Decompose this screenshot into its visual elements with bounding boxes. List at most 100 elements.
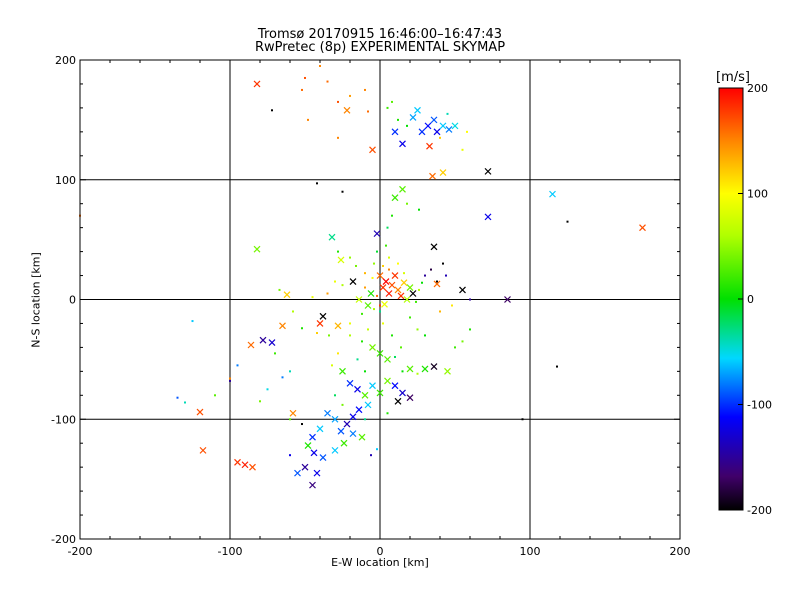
- chart-title: Tromsø 20170915 16:46:00–16:47:43: [257, 27, 503, 42]
- data-point-x: [421, 365, 429, 373]
- data-point-x: [316, 320, 324, 327]
- data-point-dot: [466, 130, 468, 133]
- data-point-x: [316, 425, 324, 433]
- data-point-dot: [469, 298, 471, 301]
- data-point-dot: [391, 214, 393, 217]
- data-point-x: [376, 349, 384, 357]
- data-point-x: [451, 122, 459, 130]
- data-point-dot: [337, 352, 339, 355]
- data-point-dot: [274, 352, 276, 355]
- data-point-x: [384, 355, 391, 363]
- data-point-x: [399, 140, 406, 148]
- data-point-x: [324, 409, 331, 417]
- data-point-dot: [386, 226, 389, 229]
- data-point-x: [339, 367, 346, 375]
- data-point-dot: [326, 80, 329, 83]
- data-point-x: [310, 449, 318, 457]
- data-point-dot: [556, 365, 558, 368]
- data-point-dot: [316, 182, 318, 185]
- data-point-dot: [386, 412, 389, 415]
- data-point-x: [259, 336, 267, 344]
- grid: [80, 60, 680, 539]
- data-point-dot: [304, 76, 306, 79]
- data-point-x: [253, 245, 261, 253]
- data-point-dot: [271, 109, 273, 112]
- data-point-x: [331, 415, 339, 423]
- data-point-x: [418, 128, 426, 136]
- data-point-dot: [337, 100, 339, 103]
- x-tick-label: 100: [520, 545, 541, 558]
- data-point-x: [279, 322, 286, 330]
- data-point-dot: [371, 276, 374, 279]
- colorbar-unit-label: [m/s]: [716, 70, 750, 85]
- data-point-dot: [376, 250, 378, 253]
- data-point-dot: [373, 308, 375, 311]
- data-point-x: [424, 122, 432, 130]
- data-point-dot: [469, 328, 471, 331]
- data-point-dot: [373, 262, 375, 265]
- data-point-x: [304, 442, 312, 450]
- data-point-dot: [349, 94, 351, 97]
- data-point-dot: [364, 418, 366, 421]
- data-point-dot: [388, 256, 390, 259]
- scatter-points: [79, 64, 646, 489]
- data-point-dot: [341, 403, 344, 406]
- data-point-dot: [367, 110, 369, 113]
- data-point-x: [388, 281, 396, 289]
- data-point-dot: [289, 370, 291, 373]
- data-point-dot: [301, 423, 303, 426]
- data-point-dot: [421, 281, 423, 284]
- data-point-x: [394, 397, 402, 405]
- data-point-x: [439, 169, 447, 176]
- data-point-dot: [439, 310, 441, 313]
- data-point-x: [355, 406, 363, 414]
- data-point-x: [391, 194, 399, 202]
- data-point-x: [361, 391, 369, 399]
- data-point-x: [289, 409, 297, 417]
- data-point-x: [484, 213, 492, 221]
- chart-subtitle: RwPretec (8p) EXPERIMENTAL SKYMAP: [254, 40, 506, 55]
- data-point-x: [409, 290, 417, 297]
- data-point-dot: [259, 400, 261, 403]
- data-point-x: [358, 433, 366, 441]
- data-point-dot: [406, 202, 408, 205]
- x-tick-label: 200: [670, 545, 691, 558]
- data-point-x: [394, 286, 402, 294]
- data-point-dot: [401, 370, 404, 373]
- data-point-x: [313, 469, 321, 477]
- data-point-x: [337, 427, 345, 435]
- data-point-x: [391, 128, 399, 136]
- data-point-dot: [406, 124, 408, 127]
- colorbar-tick-label: -100: [747, 399, 772, 412]
- x-tick-label: -200: [68, 545, 93, 558]
- data-point-dot: [436, 280, 438, 283]
- data-point-dot: [214, 394, 216, 397]
- data-point-x: [343, 420, 351, 428]
- data-point-dot: [394, 355, 396, 358]
- data-point-dot: [439, 136, 441, 139]
- data-point-x: [349, 413, 357, 421]
- data-point-dot: [307, 118, 309, 121]
- data-point-x: [381, 300, 388, 308]
- data-point-dot: [334, 280, 336, 283]
- data-point-dot: [356, 358, 359, 361]
- data-point-x: [504, 296, 511, 303]
- data-point-dot: [229, 379, 231, 382]
- data-point-x: [406, 394, 414, 402]
- x-tick-label: 0: [377, 545, 384, 558]
- data-point-dot: [367, 328, 369, 331]
- data-point-x: [309, 481, 316, 489]
- data-point-dot: [415, 300, 417, 303]
- data-point-dot: [355, 264, 357, 267]
- data-point-x: [406, 365, 414, 373]
- data-point-dot: [349, 334, 351, 337]
- data-point-dot: [446, 112, 449, 115]
- data-point-x: [444, 367, 451, 375]
- data-point-x: [430, 243, 438, 251]
- data-point-dot: [386, 106, 389, 109]
- data-point-x: [354, 385, 361, 393]
- data-point-dot: [418, 208, 420, 211]
- data-point-x: [340, 439, 348, 447]
- data-point-dot: [416, 328, 419, 331]
- data-point-dot: [278, 288, 281, 291]
